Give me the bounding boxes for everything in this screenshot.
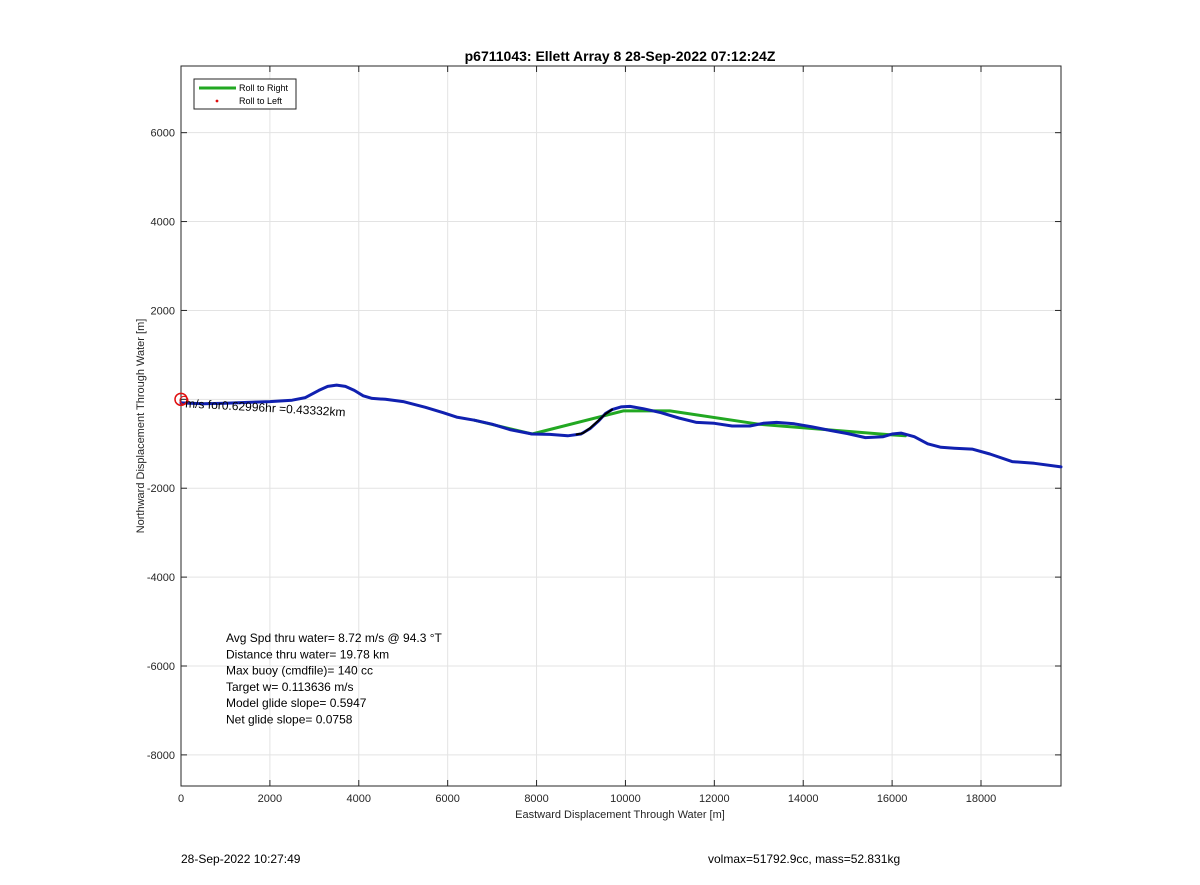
- series-line-2: [575, 408, 614, 436]
- series-line-1: [179, 383, 1063, 469]
- y-tick-label: 2000: [151, 305, 175, 317]
- annotation-line: Net glide slope= 0.0758: [226, 713, 353, 727]
- y-tick-label: -4000: [147, 572, 175, 584]
- y-tick-label: -6000: [147, 661, 175, 673]
- y-tick-label: 4000: [151, 217, 175, 229]
- x-tick-label: 6000: [435, 793, 459, 805]
- x-tick-label: 4000: [347, 793, 371, 805]
- x-tick-label: 14000: [788, 793, 819, 805]
- annotation-line: Model glide slope= 0.5947: [226, 696, 367, 710]
- x-tick-label: 8000: [524, 793, 548, 805]
- annotation-line: Max buoy (cmdfile)= 140 cc: [226, 664, 373, 678]
- footer-timestamp: 28-Sep-2022 10:27:49: [181, 852, 301, 866]
- stats-annotations: Avg Spd thru water= 8.72 m/s @ 94.3 °T Di…: [226, 631, 443, 727]
- x-tick-label: 2000: [258, 793, 282, 805]
- chart-title: p6711043: Ellett Array 8 28-Sep-2022 07:…: [465, 48, 776, 64]
- footer-stats: volmax=51792.9cc, mass=52.831kg: [708, 852, 901, 866]
- start-marker: [174, 392, 188, 407]
- annotation-line: Target w= 0.113636 m/s: [226, 680, 354, 694]
- legend-label: Roll to Right: [239, 83, 289, 93]
- x-tick-label: 10000: [610, 793, 641, 805]
- y-tick-label: -2000: [147, 483, 175, 495]
- y-tick-label: 6000: [151, 128, 175, 140]
- legend-swatch-dot: [215, 99, 219, 103]
- x-tick-label: 12000: [699, 793, 730, 805]
- x-axis-label: Eastward Displacement Through Water [m]: [515, 809, 725, 821]
- axis-ticks: 0 2000 4000 6000 8000 10000 12000 14000 16000 180…: [147, 66, 1061, 805]
- annotation-line: Distance thru water= 19.78 km: [226, 647, 389, 661]
- start-marker-inner: [179, 395, 189, 405]
- legend: Roll to Right Roll to Left: [193, 78, 297, 110]
- x-tick-label: 16000: [877, 793, 908, 805]
- y-axis-label: Northward Displacement Through Water [m]: [135, 319, 147, 534]
- plot-area: [180, 65, 1062, 787]
- legend-box: [193, 78, 297, 110]
- annotation-line: Avg Spd thru water= 8.72 m/s @ 94.3 °T: [226, 631, 443, 645]
- grid: [180, 66, 1061, 786]
- legend-label: Roll to Left: [239, 96, 283, 106]
- y-tick-label: -8000: [147, 750, 175, 762]
- x-tick-label: 18000: [966, 793, 997, 805]
- x-tick-label: 0: [178, 793, 184, 805]
- start-marker-layer: [174, 392, 189, 407]
- series-layer: [179, 383, 1063, 469]
